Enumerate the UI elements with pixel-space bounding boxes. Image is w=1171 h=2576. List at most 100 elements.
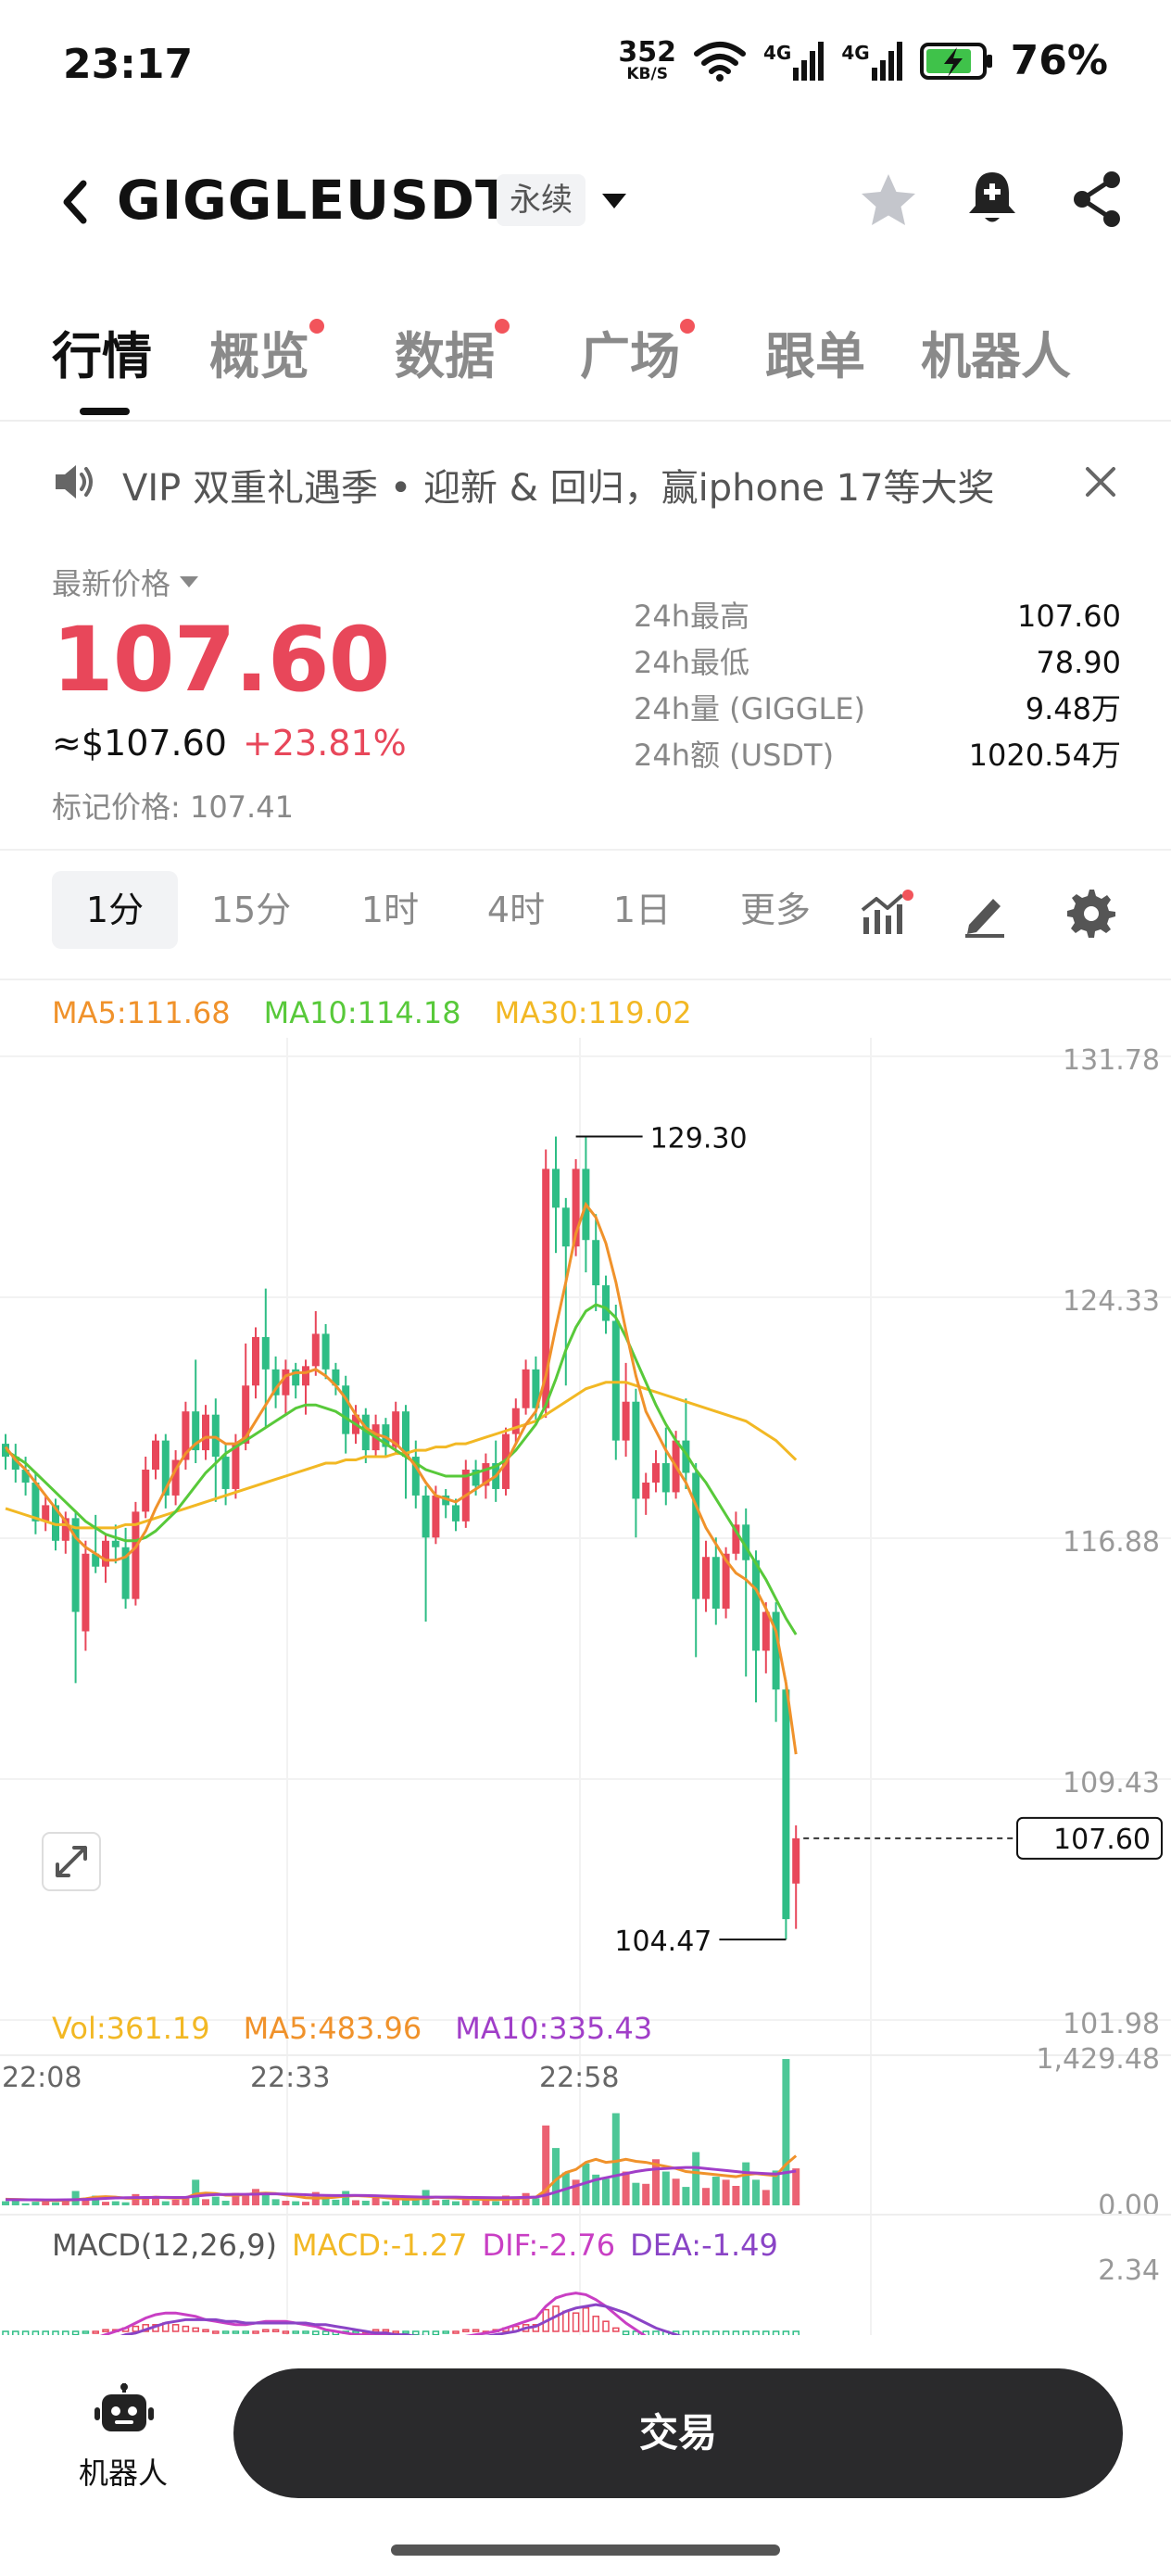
volume-legend: Vol:361.19 MA5:483.96 MA10:335.43 (52, 2011, 652, 2046)
candle-body (782, 1689, 790, 1920)
stat-row: 24h额 (USDT) 1020.54万 (634, 732, 1121, 778)
macd-bar (232, 2330, 240, 2334)
stat-row: 24h最低 78.90 (634, 639, 1121, 686)
announcement-bar[interactable]: VIP 双重礼遇季 • 迎新 & 回归，赢iphone 17等大奖 (0, 436, 1171, 528)
volume-bar (2, 2201, 9, 2205)
volume-bar (202, 2199, 209, 2205)
interval-more[interactable]: 更多 (739, 890, 811, 930)
candle-body (382, 1424, 390, 1447)
macd-bar (271, 2329, 280, 2332)
robot-icon (94, 2383, 154, 2431)
status-bar: 23:17 352 KB/S 4G 4G (0, 0, 1171, 130)
contract-type-badge[interactable]: 永续 (497, 174, 586, 226)
macd-name: MACD(12,26,9) (52, 2228, 278, 2263)
macd-bar (402, 2330, 409, 2334)
macd-bar (82, 2330, 90, 2334)
kline-chart[interactable]: 131.78 124.33 116.88 109.43 101.98 22:08 22:33… (0, 1038, 1171, 2354)
volume-bar (711, 2177, 720, 2205)
stat-row: 24h最高 107.60 (634, 593, 1121, 639)
candle-body (422, 1495, 430, 1538)
candle-body (282, 1369, 290, 1395)
volume-bar (142, 2198, 150, 2205)
close-icon[interactable] (1082, 463, 1119, 500)
macd-bar (592, 2316, 599, 2332)
volume-bar (522, 2192, 530, 2205)
volume-bar (611, 2113, 620, 2205)
tab-overview[interactable]: 概览 (209, 315, 324, 388)
volume-bar (682, 2187, 690, 2205)
dif-value: DIF:-2.76 (482, 2228, 616, 2263)
candle-body (221, 1457, 230, 1489)
volume-bar (432, 2200, 440, 2205)
volume-bar (661, 2171, 670, 2205)
tab-bot[interactable]: 机器人 (921, 315, 1071, 388)
trade-button[interactable]: 交易 (233, 2368, 1123, 2498)
candle-body (752, 1559, 760, 1651)
favorite-star-icon[interactable] (856, 169, 921, 234)
tab-label: 机器人 (921, 327, 1071, 385)
last-price-label[interactable]: 最新价格 (52, 561, 199, 603)
interval-4h[interactable]: 4时 (486, 890, 546, 930)
volume-bar (161, 2201, 170, 2205)
tab-market[interactable]: 行情 (52, 315, 152, 388)
candle-body (702, 1557, 710, 1599)
share-icon[interactable] (1065, 167, 1130, 232)
caret-down-icon[interactable] (600, 191, 628, 211)
volume-bar (192, 2179, 200, 2205)
candle-body (261, 1336, 270, 1370)
macd-value: MACD:-1.27 (292, 2228, 468, 2263)
candle-body (652, 1463, 660, 1483)
back-arrow-icon[interactable] (52, 174, 98, 230)
volume-bar (302, 2202, 309, 2205)
candle-body (171, 1459, 180, 1496)
alert-bell-icon[interactable] (960, 167, 1025, 232)
volume-bar (82, 2198, 90, 2205)
candle-body (572, 1168, 580, 1247)
macd-bar (92, 2330, 99, 2334)
candle-body (722, 1553, 730, 1610)
expand-icon[interactable] (42, 1832, 101, 1891)
macd-bar (132, 2325, 140, 2332)
volume-bar (371, 2197, 380, 2205)
interval-1h[interactable]: 1时 (360, 890, 420, 930)
symbol-title[interactable]: GIGGLEUSDT (117, 169, 513, 232)
gear-icon[interactable] (1064, 886, 1115, 938)
indicator-icon[interactable] (860, 890, 915, 936)
macd-bar (562, 2310, 570, 2332)
candle-body (71, 1518, 80, 1612)
candle-body (542, 1168, 550, 1408)
candle-body (21, 1470, 30, 1483)
time-tick-label: 22:33 (250, 2062, 330, 2094)
bot-button[interactable]: 机器人 (65, 2383, 182, 2504)
candle-body (302, 1366, 309, 1386)
price-tick-label: 116.88 (1063, 1526, 1160, 1559)
interval-1d[interactable]: 1日 (612, 890, 672, 930)
volume-bar (532, 2198, 540, 2205)
home-indicator (391, 2544, 780, 2556)
interval-15m[interactable]: 15分 (210, 890, 292, 930)
volume-bar (672, 2178, 680, 2205)
volume-bar (392, 2199, 400, 2205)
tab-square[interactable]: 广场 (580, 315, 695, 388)
volume-bar (332, 2199, 340, 2205)
volume-bar (121, 2202, 130, 2205)
tab-copy-trade[interactable]: 跟单 (765, 315, 865, 388)
wifi-icon (693, 41, 746, 82)
candle-body (232, 1444, 240, 1489)
macd-bar (382, 2329, 390, 2332)
divider (0, 849, 1171, 851)
interval-1m[interactable]: 1分 (52, 871, 178, 949)
candle-body (61, 1518, 69, 1541)
drawing-pen-icon[interactable] (960, 888, 1010, 938)
volume-bar (282, 2201, 290, 2205)
macd-bar (71, 2330, 80, 2336)
price-tick-label: 131.78 (1063, 1044, 1160, 1077)
candle-body (762, 1611, 770, 1651)
volume-bar (292, 2201, 300, 2205)
volume-bar (792, 2168, 800, 2205)
candle-body (792, 1837, 800, 1884)
tab-data[interactable]: 数据 (395, 315, 510, 388)
divider (0, 979, 1171, 980)
candle-body (532, 1369, 540, 1408)
bot-label: 机器人 (78, 2456, 168, 2491)
